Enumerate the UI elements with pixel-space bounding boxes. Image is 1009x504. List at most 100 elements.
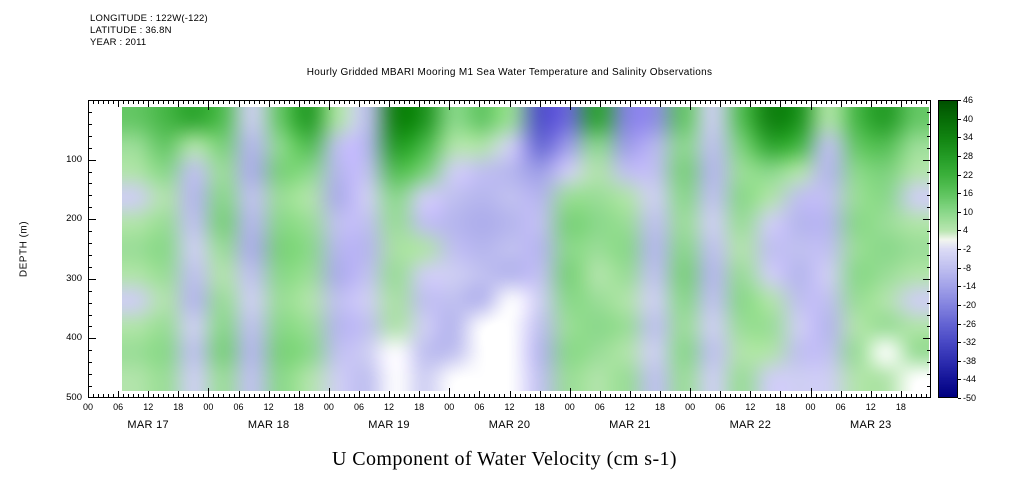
x-tick bbox=[248, 394, 250, 397]
x-tick bbox=[449, 101, 451, 110]
y-tick bbox=[923, 219, 930, 221]
y-tick bbox=[89, 350, 92, 352]
x-tick bbox=[263, 394, 265, 397]
y-tick bbox=[89, 302, 92, 304]
x-tick bbox=[188, 101, 190, 104]
x-tick bbox=[178, 391, 180, 397]
x-tick-label: 00 bbox=[805, 402, 816, 412]
x-tick bbox=[875, 394, 877, 397]
x-tick bbox=[634, 101, 636, 104]
x-tick bbox=[133, 101, 135, 104]
x-tick bbox=[363, 394, 365, 397]
x-tick bbox=[278, 101, 280, 104]
x-tick bbox=[655, 394, 657, 397]
x-tick bbox=[650, 101, 651, 104]
x-tick bbox=[770, 394, 772, 397]
x-tick bbox=[439, 394, 441, 397]
x-tick bbox=[338, 394, 340, 397]
x-tick bbox=[333, 101, 335, 104]
x-tick bbox=[444, 394, 446, 397]
x-tick bbox=[885, 101, 887, 104]
x-tick-label: 18 bbox=[414, 402, 425, 412]
x-tick bbox=[328, 101, 330, 110]
x-tick bbox=[835, 394, 837, 397]
x-tick bbox=[153, 394, 155, 397]
y-tick bbox=[927, 195, 930, 197]
x-tick bbox=[710, 394, 712, 397]
colorbar-tick-label: 22 bbox=[963, 169, 974, 180]
colorbar-tick-label: -32 bbox=[963, 337, 977, 348]
x-tick bbox=[268, 101, 270, 107]
x-tick bbox=[619, 101, 621, 104]
x-tick bbox=[464, 101, 466, 104]
x-tick bbox=[740, 394, 742, 397]
x-tick bbox=[584, 101, 586, 104]
plot-area bbox=[88, 100, 931, 398]
x-tick bbox=[439, 101, 441, 104]
x-tick bbox=[233, 101, 235, 104]
x-tick bbox=[459, 101, 461, 104]
y-axis-label: DEPTH (m) bbox=[18, 220, 30, 278]
colorbar-tick bbox=[958, 398, 961, 399]
y-tick bbox=[927, 266, 930, 268]
y-tick bbox=[89, 362, 92, 364]
x-tick bbox=[454, 101, 456, 104]
colorbar bbox=[939, 101, 957, 397]
y-tick bbox=[89, 326, 92, 328]
colorbar-tick bbox=[958, 267, 961, 269]
x-tick bbox=[539, 391, 541, 397]
x-tick-label: 06 bbox=[353, 402, 364, 412]
y-tick bbox=[927, 350, 930, 352]
x-tick bbox=[594, 394, 596, 397]
y-tick bbox=[89, 159, 96, 161]
x-tick bbox=[629, 391, 631, 397]
x-tick bbox=[158, 394, 160, 397]
x-tick bbox=[429, 394, 431, 397]
colorbar-tick bbox=[958, 211, 961, 213]
y-tick bbox=[89, 314, 92, 316]
x-tick bbox=[905, 394, 907, 397]
x-tick bbox=[840, 101, 842, 107]
x-tick bbox=[128, 101, 130, 104]
x-tick bbox=[333, 394, 335, 397]
y-tick bbox=[927, 374, 930, 376]
y-tick bbox=[923, 278, 930, 280]
x-tick bbox=[233, 394, 235, 397]
x-tick-label: 18 bbox=[655, 402, 666, 412]
x-tick bbox=[288, 394, 290, 397]
x-tick bbox=[660, 101, 662, 107]
x-tick bbox=[609, 394, 611, 397]
colorbar-tick-label: 10 bbox=[963, 206, 974, 217]
x-tick bbox=[815, 394, 817, 397]
x-tick bbox=[850, 394, 852, 397]
x-tick bbox=[745, 101, 747, 104]
x-tick-label: 12 bbox=[865, 402, 876, 412]
y-tick-label: 500 bbox=[66, 392, 82, 403]
x-tick bbox=[128, 394, 130, 397]
x-tick bbox=[414, 394, 416, 397]
colorbar-tick bbox=[958, 379, 961, 381]
x-tick bbox=[228, 394, 230, 397]
x-tick-label: 18 bbox=[534, 402, 545, 412]
x-tick bbox=[133, 394, 135, 397]
x-tick bbox=[223, 394, 225, 397]
x-tick bbox=[118, 101, 120, 107]
x-tick bbox=[559, 101, 561, 104]
x-tick bbox=[138, 101, 140, 104]
x-tick bbox=[338, 101, 340, 104]
x-tick bbox=[504, 394, 506, 397]
x-tick bbox=[253, 101, 255, 104]
colorbar-tick bbox=[958, 360, 961, 362]
colorbar-tick-label: 34 bbox=[963, 132, 974, 143]
x-tick bbox=[534, 101, 536, 104]
x-tick bbox=[755, 394, 757, 397]
x-tick bbox=[93, 394, 95, 397]
x-tick bbox=[790, 101, 792, 104]
x-tick-label: 06 bbox=[474, 402, 485, 412]
x-tick bbox=[243, 394, 245, 397]
x-tick bbox=[870, 101, 872, 107]
x-tick bbox=[243, 101, 245, 104]
x-tick bbox=[700, 101, 702, 104]
colorbar-tick bbox=[958, 100, 961, 101]
x-tick bbox=[639, 394, 641, 397]
